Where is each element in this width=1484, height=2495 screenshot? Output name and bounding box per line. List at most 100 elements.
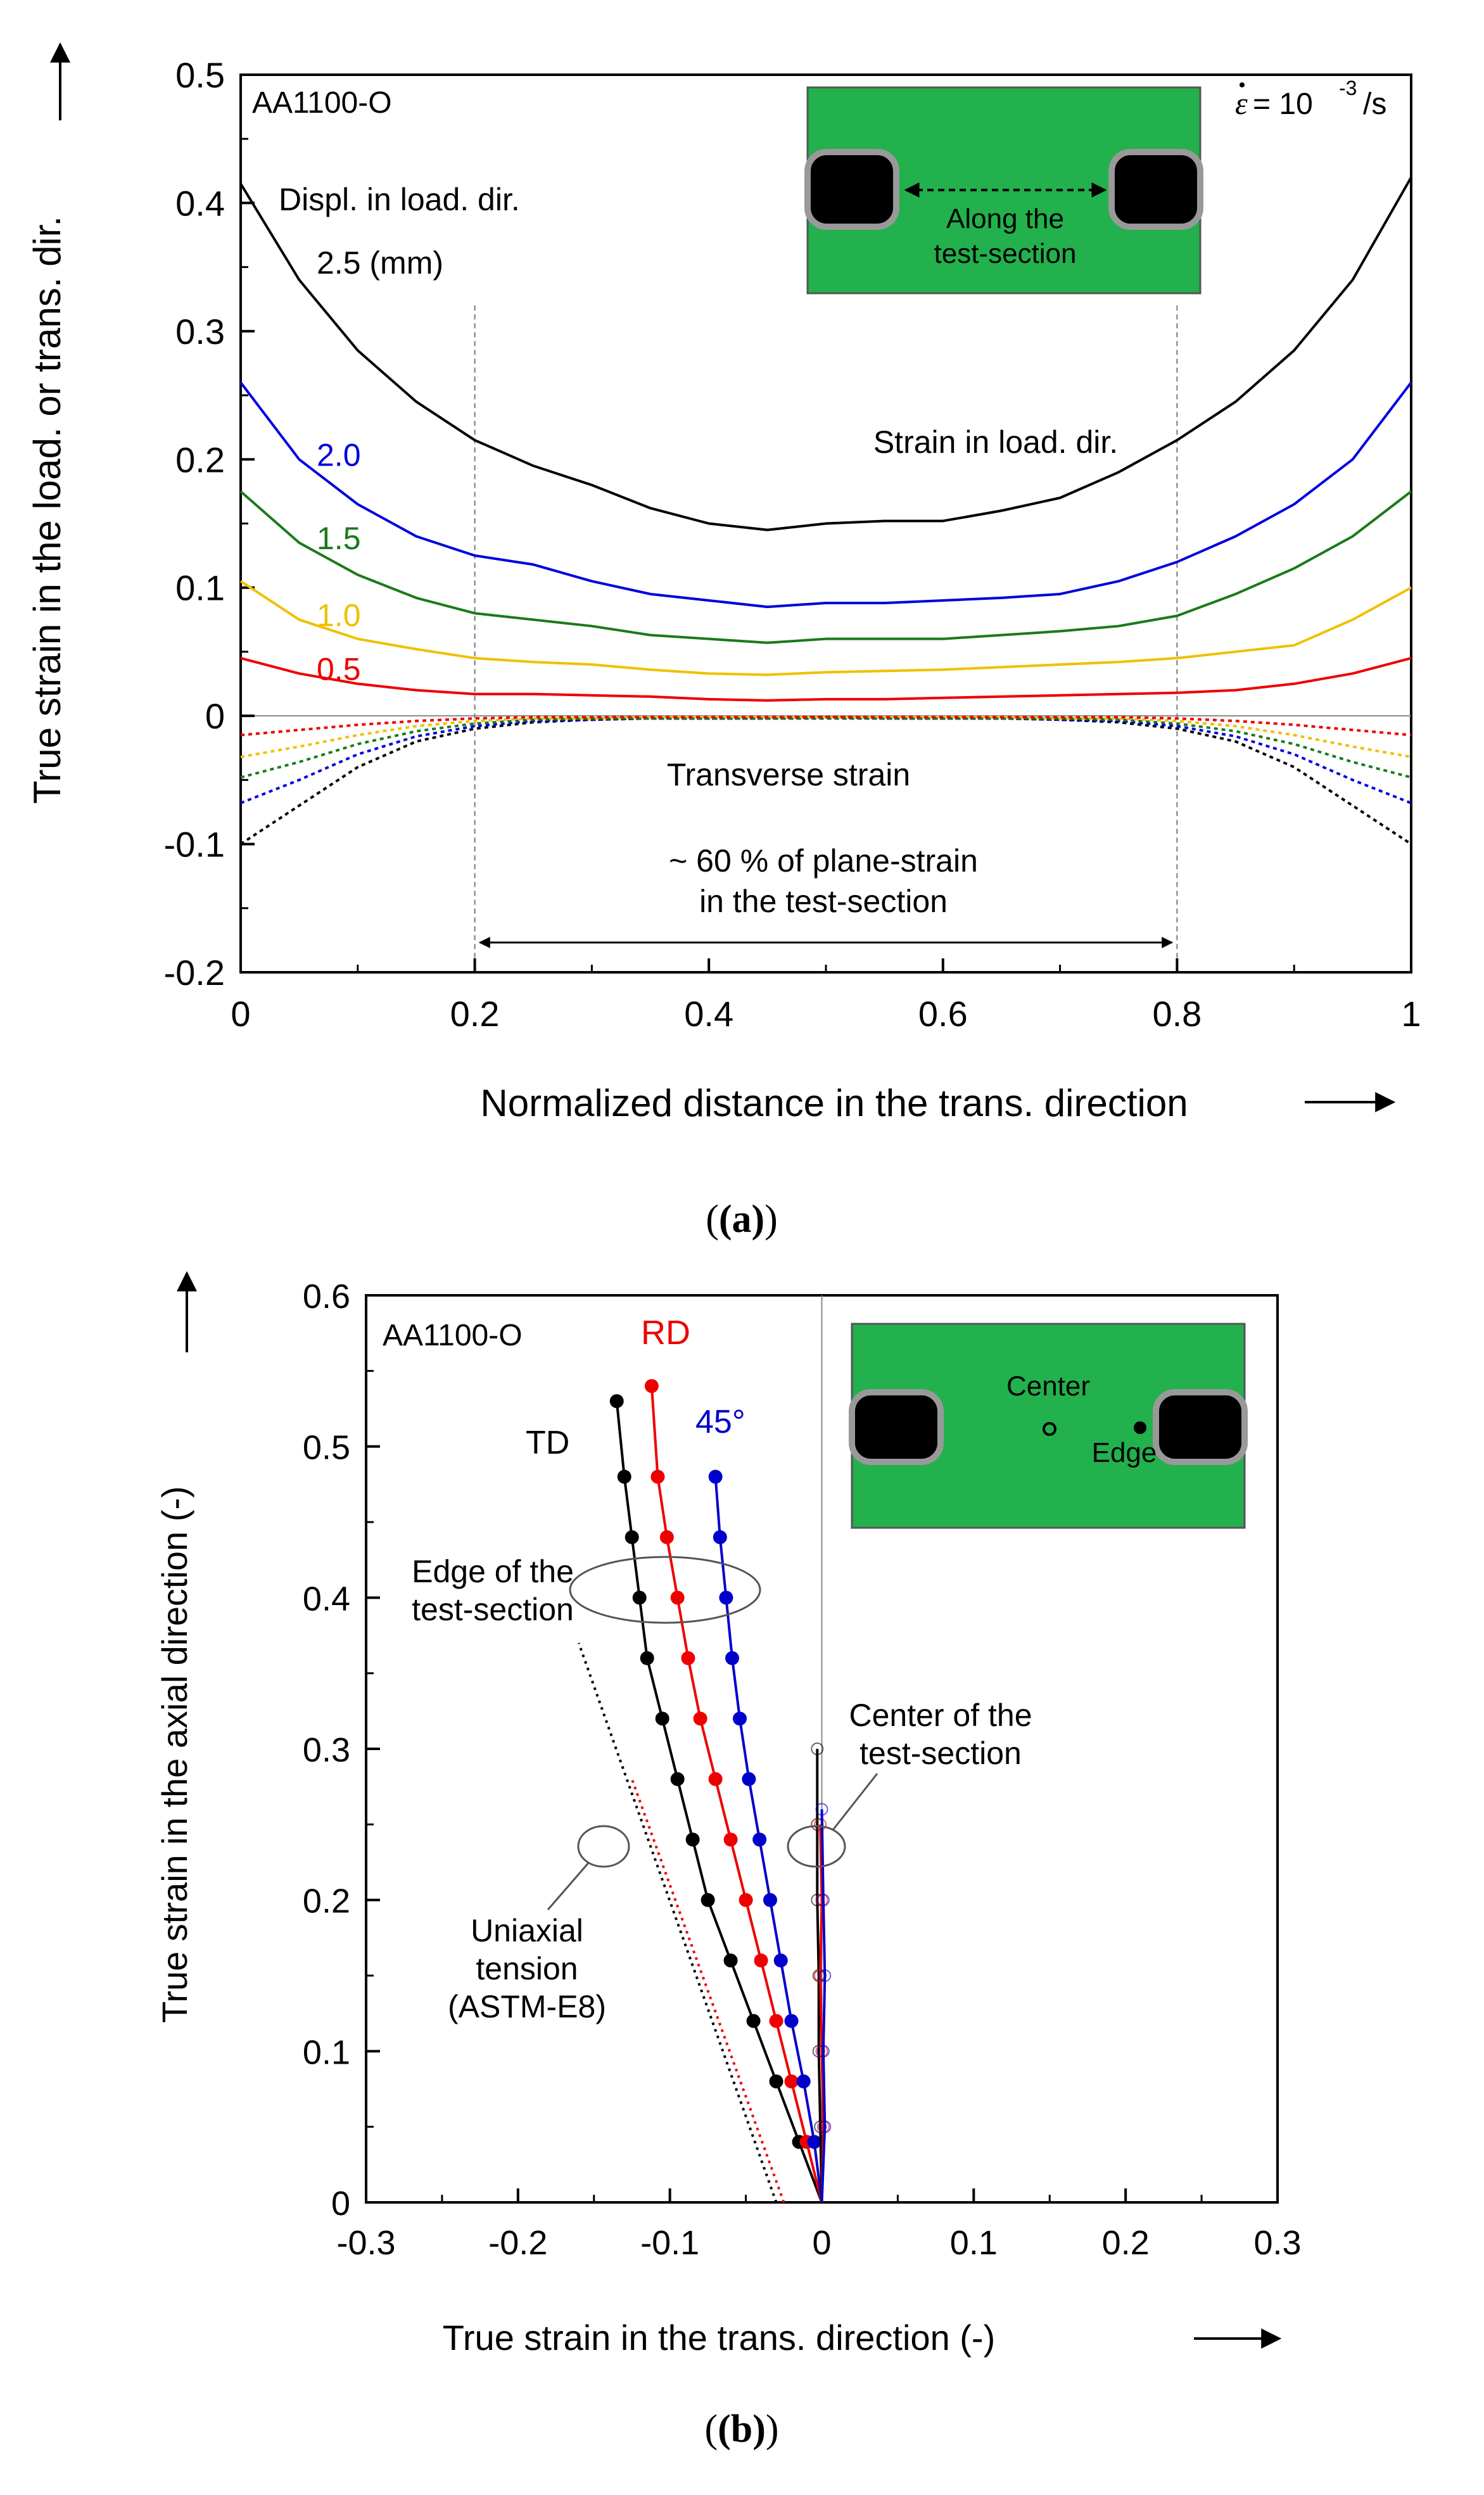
inset-notch-right — [1108, 149, 1203, 230]
a-xtick-label-2: 0.4 — [684, 994, 733, 1034]
a-xtick-label-5: 1 — [1401, 994, 1421, 1034]
b-ytick-label-6: 0.6 — [303, 1278, 350, 1316]
inset-b-notch-left — [849, 1389, 944, 1465]
b-ytick-label-3: 0.3 — [303, 1731, 350, 1769]
a-plane-strain-line2: in the test-section — [699, 884, 948, 919]
b-series-point-0-7 — [670, 1772, 685, 1786]
b-xtick-label-2: -0.1 — [640, 2224, 699, 2262]
svg-text:-3: -3 — [1339, 77, 1357, 99]
a-ytick-label-1: -0.1 — [164, 825, 225, 865]
b-series-point-2-7 — [742, 1772, 756, 1786]
b-series-point-5-1 — [818, 2120, 832, 2133]
b-series-point-2-4 — [773, 1953, 788, 1968]
b-series-point-0-13 — [609, 1394, 624, 1409]
a-xtick-label-0: 0 — [231, 994, 250, 1034]
b-center-label-line2: test-section — [859, 1736, 1022, 1771]
b-series-point-2-5 — [763, 1893, 777, 1907]
b-series-point-1-5 — [739, 1893, 753, 1907]
b-uniaxial-line3: (ASTM-E8) — [448, 1989, 606, 2024]
b-series-point-2-2 — [796, 2074, 811, 2089]
panel-b-series — [577, 1379, 832, 2203]
b-series-point-1-8 — [693, 1711, 707, 1726]
b-xtick-label-1: -0.2 — [488, 2224, 547, 2262]
a-panel-label: ((a)) — [706, 1198, 778, 1241]
inset-b-notch-right — [1153, 1389, 1248, 1465]
inset-b-edge-label: Edge — [1092, 1437, 1157, 1468]
b-series-point-5-5 — [815, 1803, 828, 1816]
inset-b-center-label: Center — [1006, 1371, 1090, 1402]
a-series-line-9 — [240, 716, 1412, 737]
b-series-point-4-5 — [814, 1818, 827, 1831]
b-series-point-5-3 — [818, 1969, 832, 1982]
inset-notch-left — [804, 149, 899, 230]
panel-a-inset: Along the test-section — [804, 86, 1203, 295]
b-series-point-1-13 — [644, 1379, 659, 1394]
svg-text:/s: /s — [1363, 87, 1386, 121]
b-series-label-td: TD — [526, 1425, 569, 1461]
b-center-ellipse — [787, 1825, 846, 1868]
a-ytick-label-2: 0 — [205, 696, 225, 736]
b-series-point-2-10 — [719, 1590, 733, 1605]
b-ytick-label-0: 0 — [331, 2185, 350, 2223]
b-series-point-1-3 — [769, 2014, 783, 2028]
inset-text-line1: Along the — [946, 203, 1064, 234]
a-ytick-label-7: 0.5 — [175, 55, 225, 95]
b-series-label-rd: RD — [641, 1314, 690, 1352]
b-series-line-5 — [820, 1809, 827, 2203]
b-edge-label-line1: Edge of the — [412, 1554, 574, 1589]
a-series-line-1 — [239, 381, 1412, 609]
a-series-label-3: 1.0 — [317, 597, 361, 633]
a-ytick-label-0: -0.2 — [164, 953, 225, 993]
a-plane-strain-line1: ~ 60 % of plane-strain — [669, 843, 978, 879]
a-material-label: AA1100-O — [252, 86, 392, 120]
b-series-point-2-9 — [725, 1651, 739, 1665]
a-ytick-label-3: 0.1 — [175, 568, 225, 608]
a-series-line-3 — [239, 580, 1412, 676]
b-series-point-1-7 — [708, 1772, 723, 1786]
inset-b-edge-marker — [1134, 1421, 1146, 1434]
b-series-point-5-2 — [816, 2045, 830, 2058]
b-xtick-label-0: -0.3 — [336, 2224, 395, 2262]
b-uniaxial-line2: tension — [476, 1951, 578, 1986]
inset-text-line2: test-section — [934, 238, 1077, 269]
a-transverse-label: Transverse strain — [667, 757, 910, 792]
b-xtick-label-6: 0.3 — [1253, 2224, 1301, 2262]
b-ylabel: True strain in the axial direction (-) — [155, 1486, 194, 2023]
b-series-point-1-9 — [681, 1651, 695, 1665]
a-xlabel: Normalized distance in the trans. direct… — [480, 1082, 1188, 1124]
b-ytick-label-4: 0.4 — [303, 1580, 350, 1618]
b-uniaxial-ellipse — [577, 1825, 630, 1868]
b-series-point-0-3 — [746, 2014, 761, 2028]
a-ytick-label-6: 0.4 — [175, 183, 225, 223]
b-xlabel: True strain in the trans. direction (-) — [443, 2318, 995, 2358]
b-series-point-2-11 — [713, 1530, 727, 1544]
svg-text:ε: ε — [1235, 86, 1248, 121]
a-series-line-6 — [240, 717, 1412, 804]
b-series-point-1-2 — [784, 2074, 799, 2089]
a-series-line-4 — [240, 657, 1412, 702]
a-rate-label: ε = 10 -3 /s — [1235, 77, 1386, 121]
a-ylabel: True strain in the load. or trans. dir. — [26, 216, 68, 804]
b-series-point-0-4 — [723, 1953, 738, 1968]
b-series-point-2-6 — [752, 1832, 767, 1847]
b-series-point-2-3 — [784, 2014, 799, 2028]
b-series-point-2-1 — [807, 2135, 821, 2149]
b-series-point-3-6 — [811, 1743, 824, 1755]
b-series-point-1-6 — [723, 1832, 738, 1847]
b-series-point-2-8 — [732, 1711, 747, 1726]
a-series-label-0: 2.5 (mm) — [317, 245, 443, 281]
b-uniaxial-line-0 — [577, 1642, 778, 2203]
svg-text:= 10: = 10 — [1253, 87, 1313, 121]
b-ytick-label-5: 0.5 — [303, 1429, 350, 1467]
a-series-line-7 — [240, 717, 1412, 779]
b-series-point-0-11 — [625, 1530, 639, 1544]
b-series-point-0-8 — [655, 1711, 669, 1726]
a-xtick-label-3: 0.6 — [918, 994, 968, 1034]
b-uniaxial-leader — [547, 1862, 590, 1910]
a-series-label-2: 1.5 — [317, 521, 361, 556]
b-center-label-line1: Center of the — [849, 1698, 1032, 1733]
a-xtick-label-1: 0.2 — [450, 994, 500, 1034]
panel-b-chart: -0.3 -0.2 -0.1 0 0.1 0.2 0.3 0 0.1 0.2 0.3 0.4 0.5 0.… — [155, 1271, 1302, 2451]
a-series-line-2 — [239, 490, 1412, 644]
